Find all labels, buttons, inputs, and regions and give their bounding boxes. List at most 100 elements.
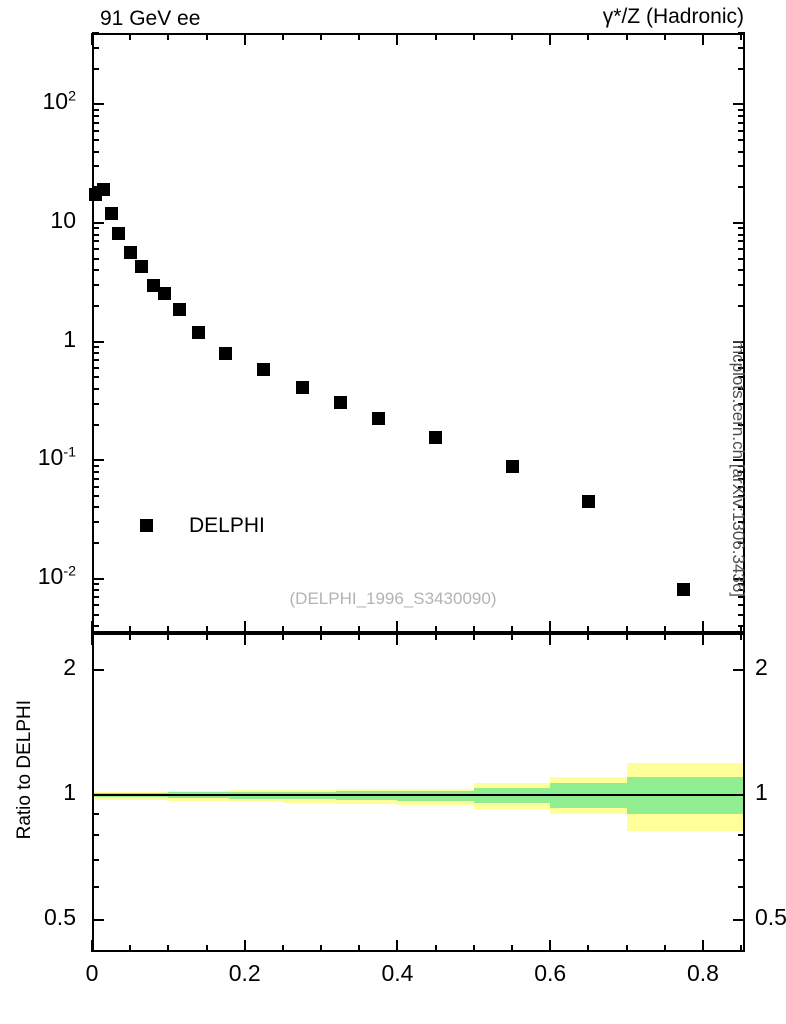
y-tick-minor-main <box>92 257 99 260</box>
y-axis-tick-label-ratio-left: 0.5 <box>44 904 76 931</box>
y-tick-minor-main <box>92 269 99 272</box>
data-point-marker <box>96 183 110 197</box>
y-tick-minor-main <box>92 352 99 355</box>
x-tick-minor-main <box>472 33 475 40</box>
x-tick-minor-main <box>472 626 475 633</box>
x-tick-minor-ratio <box>320 945 323 952</box>
x-tick-major-main <box>701 33 704 45</box>
y-tick-minor-main <box>92 583 99 586</box>
x-tick-minor-ratio <box>281 633 284 640</box>
x-tick-minor-ratio <box>358 945 361 952</box>
y-axis-tick-label-ratio-left: 2 <box>63 653 76 680</box>
y-tick-minor-main-right <box>738 186 745 189</box>
x-tick-minor-main <box>167 33 170 40</box>
x-tick-minor-ratio <box>129 633 132 640</box>
y-tick-minor-main <box>92 376 99 379</box>
x-tick-minor-main <box>625 626 628 633</box>
y-tick-minor-main-right <box>738 402 745 405</box>
x-tick-minor-main <box>625 33 628 40</box>
y-axis-tick-label-ratio-right: 0.5 <box>755 904 786 931</box>
y-tick-minor-main-right <box>738 470 745 473</box>
x-tick-minor-ratio <box>625 633 628 640</box>
x-tick-minor-ratio <box>472 633 475 640</box>
y-tick-major-ratio <box>92 668 104 671</box>
x-tick-minor-ratio <box>587 633 590 640</box>
y-tick-minor-main-right <box>738 240 745 243</box>
y-tick-minor-main <box>92 495 99 497</box>
x-tick-minor-ratio <box>358 633 361 640</box>
y-tick-minor-main <box>92 521 99 524</box>
data-point-marker <box>158 286 172 300</box>
y-tick-major-main-right <box>733 340 745 343</box>
y-tick-minor-main-right <box>738 583 745 586</box>
y-tick-minor-main <box>92 304 99 307</box>
y-tick-minor-main-right <box>738 506 745 509</box>
x-tick-major-ratio <box>396 940 399 952</box>
data-point-marker <box>135 260 149 274</box>
x-tick-minor-main <box>434 626 437 633</box>
y-tick-minor-main <box>92 108 99 111</box>
x-tick-minor-ratio <box>663 633 666 640</box>
y-tick-minor-main-right <box>738 108 745 111</box>
y-tick-minor-main-right <box>738 227 745 230</box>
y-tick-minor-main-right <box>738 269 745 272</box>
x-tick-minor-main <box>320 626 323 633</box>
x-tick-minor-main <box>434 33 437 40</box>
y-tick-major-main <box>92 103 104 106</box>
data-point-marker <box>257 363 271 377</box>
y-tick-minor-main-right <box>738 46 745 49</box>
y-tick-minor-main-right <box>738 233 745 236</box>
y-tick-minor-main <box>92 227 99 230</box>
data-point-marker <box>677 582 691 596</box>
y-tick-minor-main <box>92 150 99 153</box>
y-tick-minor-main <box>92 233 99 236</box>
y-tick-minor-main <box>92 470 99 473</box>
y-tick-minor-ratio-right <box>738 834 745 837</box>
x-tick-major-ratio <box>243 633 246 645</box>
y-tick-minor-main <box>92 387 99 390</box>
y-tick-minor-main <box>92 477 99 480</box>
x-tick-minor-ratio <box>205 633 208 640</box>
analysis-id-watermark: (DELPHI_1996_S3430090) <box>289 589 497 608</box>
x-tick-minor-ratio <box>740 633 743 640</box>
y-tick-minor-main-right <box>738 464 745 467</box>
x-tick-major-main <box>243 33 246 45</box>
y-tick-minor-main-right <box>738 284 745 287</box>
x-tick-major-main <box>549 33 552 45</box>
y-tick-major-main <box>92 222 104 225</box>
y-tick-minor-main <box>92 589 99 592</box>
data-point-marker <box>192 325 206 339</box>
x-tick-minor-ratio <box>511 945 514 952</box>
y-tick-minor-main <box>92 165 99 168</box>
y-tick-minor-main-right <box>738 257 745 260</box>
y-axis-tick-label-ratio-left: 1 <box>63 779 76 806</box>
y-tick-minor-main-right <box>738 150 745 153</box>
y-tick-minor-main-right <box>738 542 745 545</box>
y-tick-minor-main-right <box>738 346 745 349</box>
y-tick-minor-main <box>92 366 99 369</box>
legend-marker-delphi <box>140 519 153 532</box>
y-tick-minor-main <box>92 346 99 349</box>
x-tick-major-main <box>91 33 93 45</box>
x-tick-minor-main <box>587 626 590 633</box>
x-axis-tick-label: 0.2 <box>228 960 261 986</box>
y-tick-minor-main-right <box>738 114 745 117</box>
y-axis-tick-label-ratio-right: 1 <box>755 779 768 806</box>
y-tick-major-main-right <box>733 459 745 462</box>
x-tick-minor-main <box>358 626 361 633</box>
ratio-uncertainty-bands <box>94 635 743 950</box>
y-tick-minor-ratio <box>92 834 99 837</box>
y-tick-major-main-right <box>733 103 745 106</box>
mcplots-credit-label: mcplots.cern.ch [arXiv:1306.3436] <box>729 340 748 598</box>
y-tick-minor-main-right <box>738 495 745 497</box>
data-point-marker <box>146 278 160 292</box>
data-point-marker <box>429 431 443 445</box>
x-tick-minor-main <box>129 626 132 633</box>
x-tick-minor-ratio <box>625 945 628 952</box>
y-tick-minor-main <box>92 625 99 628</box>
x-tick-minor-main <box>663 626 666 633</box>
y-tick-minor-main <box>92 129 99 132</box>
y-tick-minor-main <box>92 402 99 405</box>
x-tick-major-main <box>396 33 399 45</box>
